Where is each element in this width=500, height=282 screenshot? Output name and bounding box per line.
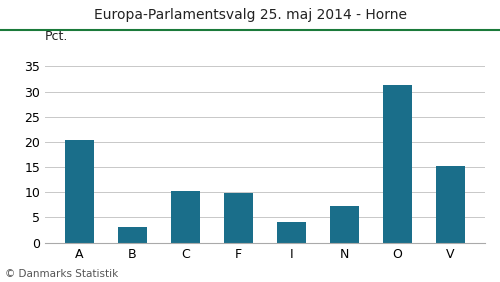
- Bar: [330, 206, 359, 243]
- Text: Pct.: Pct.: [45, 30, 68, 43]
- Bar: [277, 222, 306, 243]
- Bar: [383, 85, 412, 243]
- Text: © Danmarks Statistik: © Danmarks Statistik: [5, 269, 118, 279]
- Bar: [118, 227, 147, 243]
- Text: Europa-Parlamentsvalg 25. maj 2014 - Horne: Europa-Parlamentsvalg 25. maj 2014 - Hor…: [94, 8, 406, 23]
- Bar: [224, 193, 253, 243]
- Bar: [436, 166, 465, 243]
- Bar: [171, 191, 200, 243]
- Bar: [65, 140, 94, 243]
